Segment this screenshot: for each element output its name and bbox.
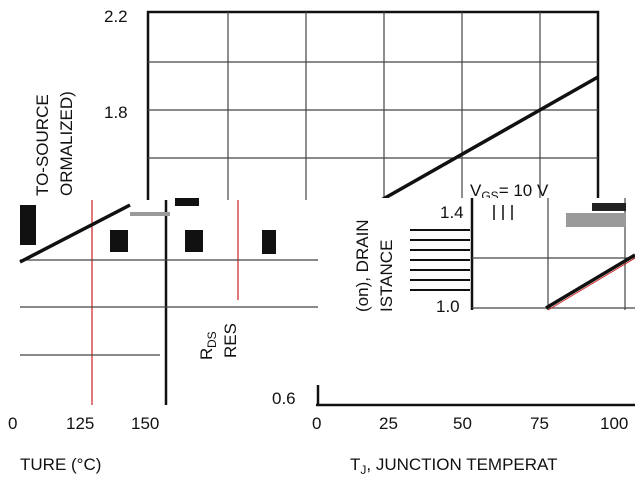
right-x-tick-0: 0 (312, 414, 321, 433)
right-xlabel-rest: , JUNCTION TEMPERAT (366, 455, 557, 474)
glitch-block-1 (20, 205, 36, 245)
right-xlabel-sub: J (360, 463, 366, 477)
glitch-bar-dark (175, 198, 199, 206)
right-xlabel-prefix: T (350, 455, 360, 474)
right-y-tick-1-4: 1.4 (440, 203, 464, 222)
left-plot-frame (20, 200, 338, 405)
right-ylabel-istance: ISTANCE (377, 240, 396, 312)
right-series-line (545, 253, 635, 310)
top-series-line (377, 75, 599, 204)
right-y-tick-0-6: 0.6 (272, 389, 296, 408)
right-y-tick-1-0: 1.0 (436, 297, 460, 316)
left-x-tick-150: 150 (131, 414, 159, 433)
left-plot-fragment: TO-SOURCE ORMALIZED) 0 125 150 TURE (°C) (8, 91, 338, 474)
vgs-symbol: V (470, 181, 482, 200)
right-x-tick-25: 25 (379, 414, 398, 433)
left-x-tick-125: 125 (66, 414, 94, 433)
right-plot-fragment: 1.4 1.0 0.6 0 25 50 75 100 TJ, JUNCTION … (197, 198, 635, 477)
right-ylabel-res: RES (221, 323, 240, 358)
right-series-line-red (547, 257, 635, 311)
right-plot-frame-bg (318, 198, 635, 406)
top-plot-frame (146, 10, 600, 204)
glitch-block-2 (110, 230, 128, 252)
hatch-band (410, 229, 470, 291)
glitch-right-gray (566, 213, 626, 227)
glitch-bar-gray (130, 212, 170, 216)
right-x-tick-100: 100 (600, 414, 628, 433)
left-x-tick-0: 0 (8, 414, 17, 433)
right-xlabel: TJ, JUNCTION TEMPERAT (350, 455, 558, 477)
annotation-ticks (493, 205, 513, 220)
vgs-value: = 10 V (499, 181, 549, 200)
glitch-right-dark (592, 203, 626, 211)
right-ylabel-r: R (197, 348, 216, 360)
right-x-tick-75: 75 (530, 414, 549, 433)
glitch-block-3 (185, 230, 203, 252)
left-xlabel-fragment: TURE (°C) (20, 455, 101, 474)
glitch-block-4 (262, 230, 276, 254)
right-ylabel-drain: (on), DRAIN (353, 219, 372, 312)
top-y-tick-2-2: 2.2 (104, 7, 128, 26)
top-plot-fragment: 2.2 1.8 (104, 7, 600, 204)
left-ylabel-fragment-1: TO-SOURCE (33, 94, 52, 196)
right-ylabel-ds: DS (205, 331, 219, 348)
top-y-tick-1-8: 1.8 (104, 103, 128, 122)
right-x-tick-50: 50 (453, 414, 472, 433)
left-series-line (19, 203, 131, 264)
left-ylabel-fragment-2: ORMALIZED) (57, 91, 76, 196)
